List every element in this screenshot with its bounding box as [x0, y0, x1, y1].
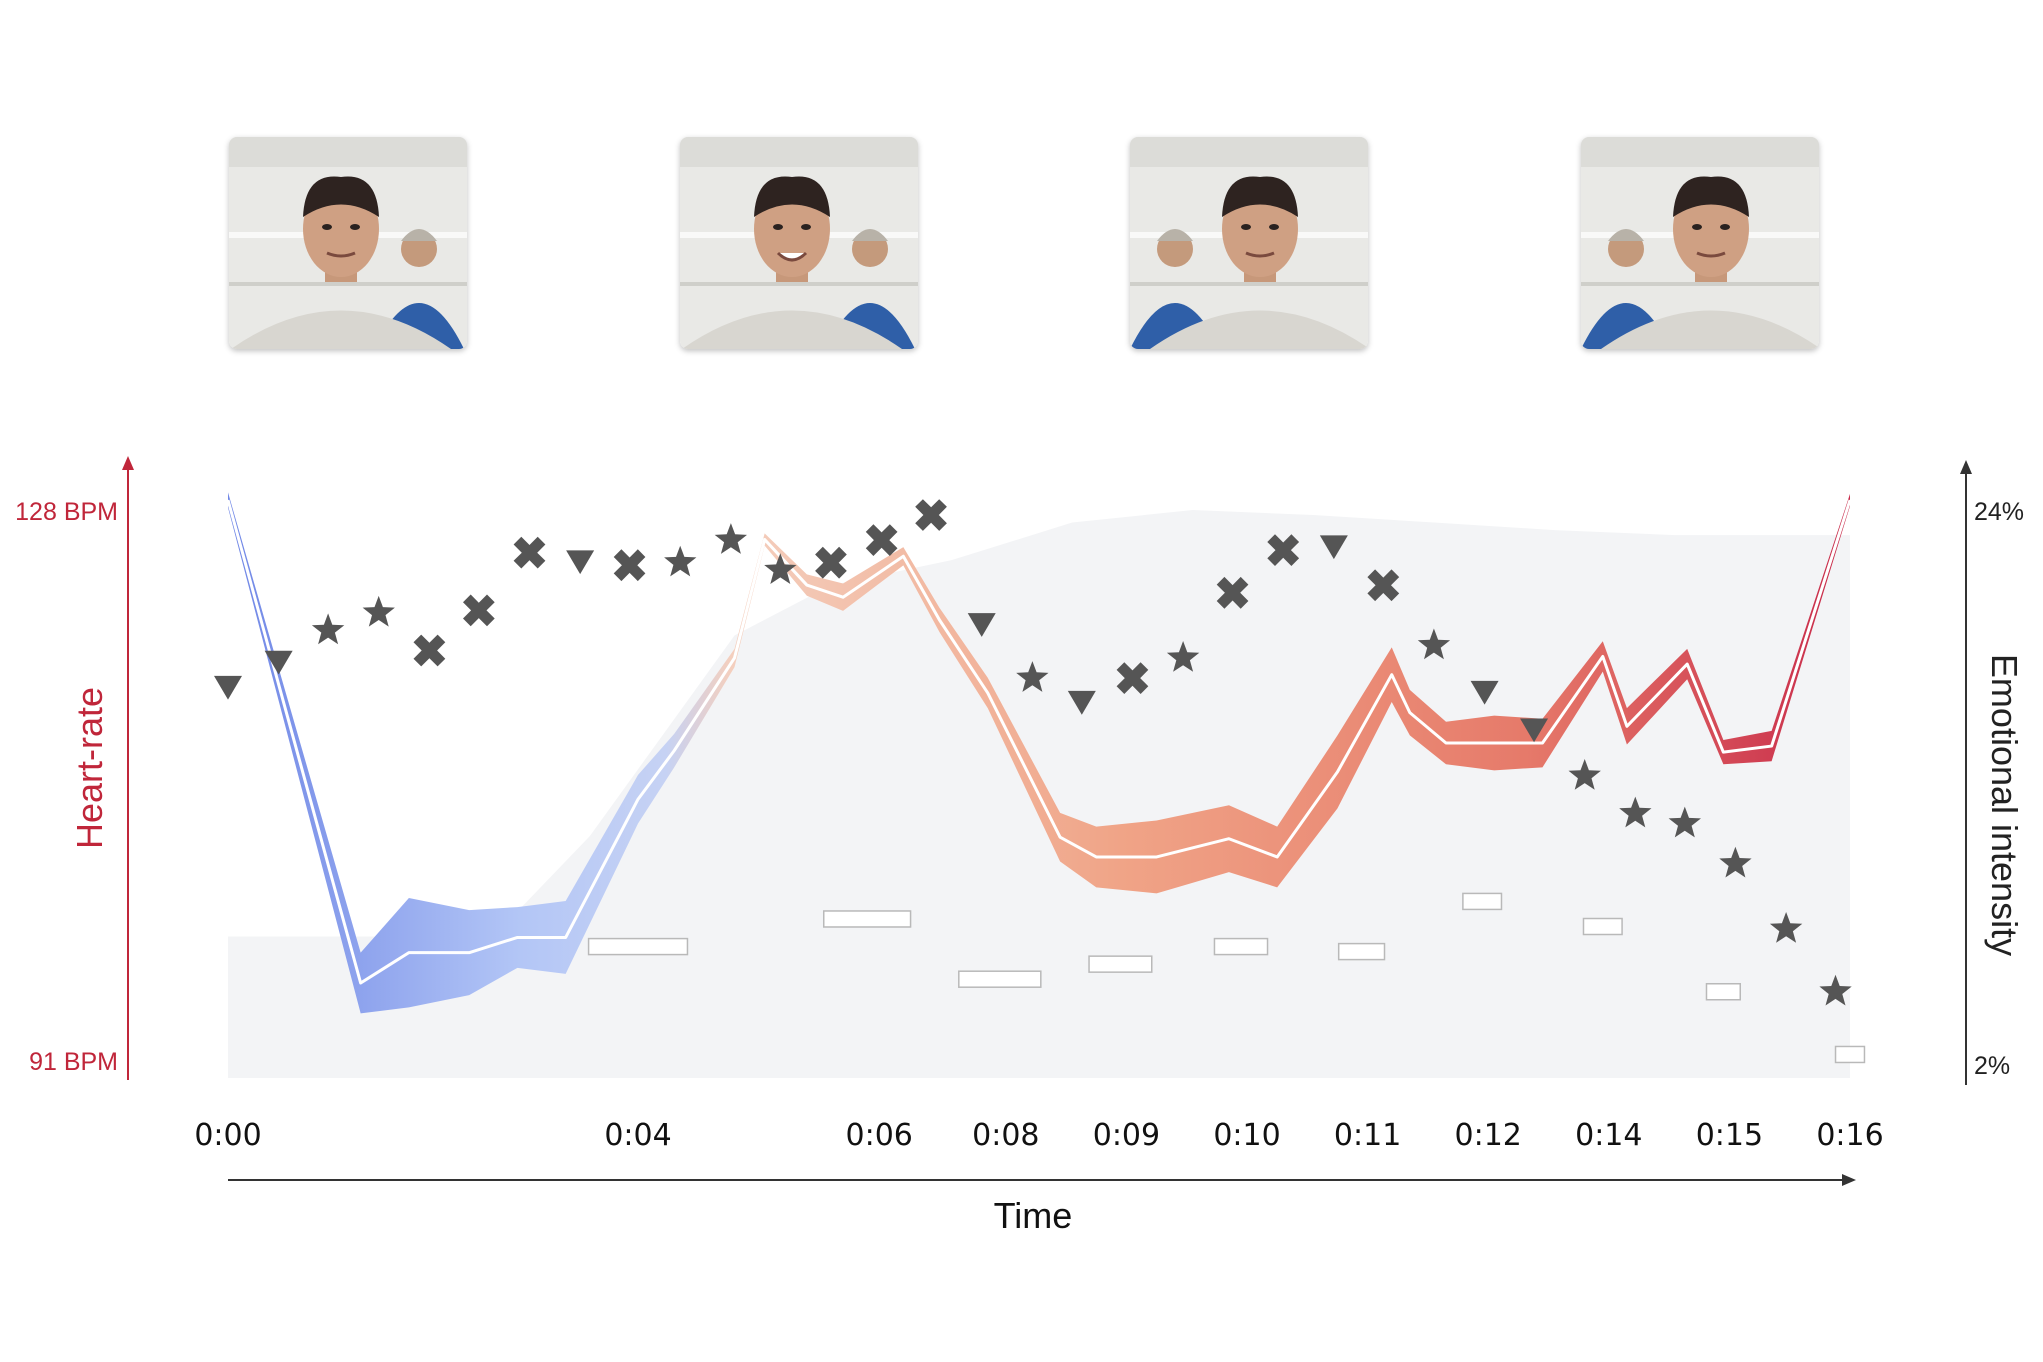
triangle-marker [1319, 535, 1348, 560]
rect-marker [1462, 892, 1503, 911]
rect-marker [822, 910, 912, 928]
triangle-marker [1470, 680, 1499, 705]
star-marker [1769, 912, 1803, 943]
x-tick-label: 0:09 [1093, 1118, 1160, 1153]
thumbnail-3 [1130, 137, 1368, 349]
left-axis-max-label: 128 BPM [15, 498, 118, 526]
star-marker [764, 553, 797, 584]
rect-marker [1582, 917, 1623, 936]
thumbnail-4 [1581, 137, 1819, 349]
star-marker [1619, 796, 1652, 828]
x-tick-label: 0:14 [1575, 1118, 1642, 1153]
rect-markers [587, 892, 1866, 1064]
cross-marker [613, 549, 646, 582]
x-tick-label: 0:06 [846, 1118, 913, 1153]
triangle-marker [264, 650, 293, 675]
cross-marker [413, 634, 446, 667]
star-marker [311, 613, 345, 645]
star-marker [1568, 759, 1601, 790]
rect-marker [587, 937, 689, 956]
cross-marker [1267, 534, 1300, 566]
cross-marker [1216, 576, 1249, 609]
x-tick-label: 0:10 [1213, 1118, 1280, 1153]
rect-marker [1834, 1045, 1866, 1064]
triangle-marker [967, 613, 996, 637]
rect-marker [958, 970, 1042, 988]
heart-rate-series-line [226, 499, 1852, 985]
x-axis-title: Time [994, 1195, 1073, 1236]
cross-marker [513, 536, 546, 569]
cross-marker [815, 546, 847, 579]
triangle-marker [1067, 690, 1096, 715]
star-marker [1016, 661, 1049, 692]
star-marker [714, 523, 747, 554]
rect-marker [1337, 942, 1386, 961]
heart-rate-line [226, 499, 1852, 985]
star-marker [1719, 846, 1752, 878]
x-tick-label: 0:16 [1816, 1118, 1883, 1153]
star-marker [1819, 974, 1852, 1006]
heart-rate-band-fill [228, 492, 1850, 1014]
right-axis: 24% 2% Emotional intensity [1960, 460, 2025, 1085]
thumbnail-2 [680, 137, 918, 349]
star-marker [362, 595, 395, 627]
rect-marker [1088, 955, 1153, 973]
x-tick-label: 0:00 [194, 1118, 261, 1153]
rect-marker [1705, 982, 1742, 1001]
triangle-marker [566, 550, 595, 575]
cross-marker [1367, 569, 1400, 602]
rect-marker [1213, 937, 1269, 956]
left-axis: 128 BPM 91 BPM Heart-rate [15, 456, 134, 1080]
star-marker [1166, 641, 1200, 672]
x-tick-label: 0:11 [1334, 1118, 1401, 1153]
star-marker [1668, 806, 1701, 838]
cross-marker [865, 524, 898, 556]
x-axis-ticks: 0:00 0:04 0:06 0:08 0:09 0:10 0:11 0:12 0:14 0:15… [194, 1118, 1883, 1153]
cross-marker [1116, 662, 1149, 694]
x-tick-label: 0:08 [972, 1118, 1039, 1153]
left-axis-title: Heart-rate [69, 687, 110, 849]
right-axis-title: Emotional intensity [1984, 654, 2025, 956]
x-tick-label: 0:12 [1455, 1118, 1522, 1153]
x-axis: Time [228, 1174, 1856, 1236]
star-marker [664, 545, 697, 577]
x-tick-label: 0:04 [604, 1118, 671, 1153]
star-marker [1417, 628, 1451, 660]
right-axis-max-label: 24% [1974, 498, 2024, 526]
heart-rate-band [228, 492, 1850, 1014]
x-tick-label: 0:15 [1696, 1118, 1763, 1153]
right-axis-min-label: 2% [1974, 1052, 2010, 1080]
emotion-symbols [214, 499, 1852, 1006]
cross-marker [915, 499, 947, 531]
left-axis-min-label: 91 BPM [29, 1048, 118, 1076]
triangle-marker [214, 675, 242, 700]
triangle-marker [1520, 718, 1549, 743]
thumbnail-1 [229, 137, 467, 349]
cross-marker [463, 594, 495, 627]
